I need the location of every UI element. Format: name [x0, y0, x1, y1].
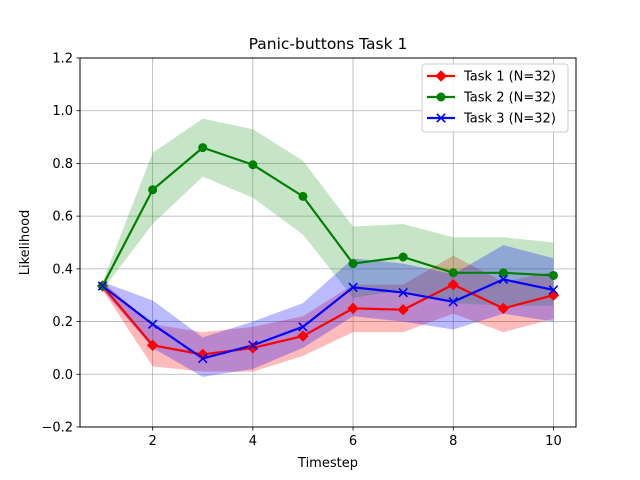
data-point: [347, 302, 359, 315]
data-point: [198, 143, 208, 153]
x-tick-label: 6: [349, 434, 357, 449]
series-line: [101, 283, 554, 356]
data-point: [248, 160, 258, 170]
plot-frame: [79, 57, 577, 428]
x-tick-label: 2: [149, 434, 157, 449]
data-point: [247, 342, 259, 354]
y-tick-label: −0.2: [41, 421, 73, 436]
y-tick-label: 0.2: [52, 315, 73, 330]
y-tick-label: 0.8: [52, 157, 73, 172]
data-point: [348, 259, 358, 269]
data-point: [97, 281, 108, 291]
grid: [80, 57, 576, 428]
data-point: [548, 270, 558, 280]
data-point: [497, 302, 510, 315]
data-point: [248, 340, 258, 351]
y-tick-label: 0.4: [52, 262, 73, 277]
y-tick-label: 0.6: [52, 210, 73, 225]
legend-entry: Task 1 (N=32): [427, 70, 556, 85]
data-point: [348, 282, 358, 293]
series-line: [101, 146, 554, 287]
y-tick-label: 0.0: [52, 368, 73, 383]
data-point: [436, 113, 446, 123]
axis-ticks: 2 4 6 8 10 −0.2 0.0 0.2 0.4 0.6 0.8 1.0 1.2: [41, 52, 561, 450]
y-tick-label: 1.2: [52, 52, 73, 67]
legend-label: Task 1 (N=32): [463, 70, 556, 85]
series-line: [101, 278, 554, 360]
data-point: [398, 252, 408, 262]
data-point: [298, 191, 308, 201]
data-point: [398, 287, 408, 298]
series-markers: [96, 143, 560, 364]
confidence-bands: [102, 118, 554, 377]
series-lines: [101, 146, 554, 360]
x-tick-label: 4: [249, 434, 257, 449]
data-point: [397, 304, 409, 316]
data-point: [298, 322, 308, 332]
data-point: [548, 285, 559, 295]
x-tick-label: 8: [449, 434, 457, 449]
confidence-band: [102, 245, 554, 377]
data-point: [147, 319, 158, 329]
data-point: [498, 268, 508, 278]
data-point: [146, 339, 159, 351]
legend-label: Task 3 (N=32): [463, 112, 556, 127]
data-point: [447, 278, 459, 291]
data-point: [498, 274, 509, 285]
confidence-band: [102, 255, 554, 372]
x-axis-label: Timestep: [297, 456, 358, 471]
legend-box: [421, 63, 569, 133]
data-point: [297, 330, 309, 342]
data-point: [197, 353, 208, 364]
data-point: [448, 268, 458, 278]
legend: Task 1 (N=32) Task 2 (N=32) Task 3 (N=32): [421, 63, 569, 133]
y-tick-label: 1.0: [52, 104, 73, 119]
y-axis-label: Likelihood: [18, 210, 33, 276]
chart-title: Panic-buttons Task 1: [249, 35, 408, 53]
legend-entry: Task 3 (N=32): [427, 112, 556, 127]
data-point: [435, 70, 447, 82]
legend-label: Task 2 (N=32): [463, 91, 556, 106]
legend-entry: Task 2 (N=32): [427, 91, 556, 106]
data-point: [148, 185, 158, 195]
x-tick-label: 10: [545, 434, 562, 449]
confidence-band: [102, 118, 554, 306]
data-point: [448, 297, 459, 307]
data-point: [436, 92, 446, 102]
